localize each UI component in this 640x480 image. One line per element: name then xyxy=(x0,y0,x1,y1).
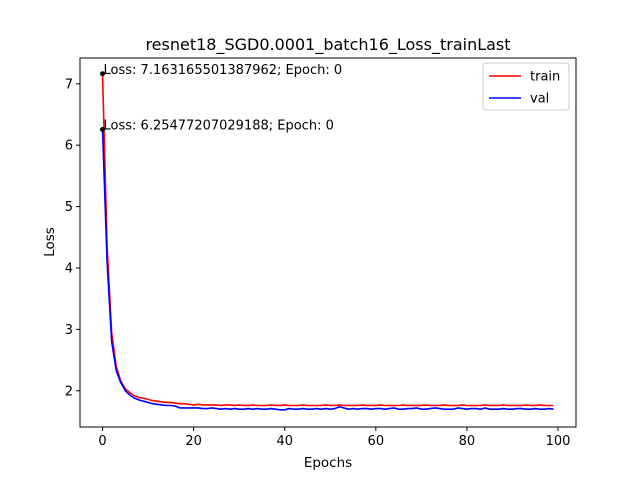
x-axis: 0 20 40 60 80 100 xyxy=(98,427,570,449)
x-tick-label: 20 xyxy=(185,434,202,449)
series-line-val xyxy=(101,129,554,411)
legend: train val xyxy=(482,62,570,111)
plot-frame xyxy=(79,57,577,428)
y-axis: 2 3 4 5 6 7 xyxy=(65,77,80,399)
x-tick-label: 40 xyxy=(276,434,293,449)
annotation-label: Loss: 6.25477207029188; Epoch: 0 xyxy=(104,119,334,134)
x-axis-label: Epochs xyxy=(304,455,352,471)
y-axis-label: Loss xyxy=(42,227,58,257)
y-tick-label: 2 xyxy=(65,384,73,399)
annotation-marker xyxy=(100,71,106,77)
legend-label-train: train xyxy=(530,70,560,85)
y-tick-label: 6 xyxy=(65,139,73,154)
series-line-train xyxy=(101,73,554,407)
plot-area xyxy=(80,58,576,427)
chart-title: resnet18_SGD0.0001_batch16_Loss_trainLas… xyxy=(145,35,510,55)
y-tick-label: 3 xyxy=(65,323,73,338)
legend-label-val: val xyxy=(530,92,549,107)
y-tick-label: 7 xyxy=(65,77,73,92)
x-tick-label: 0 xyxy=(98,434,106,449)
y-tick-label: 4 xyxy=(65,261,73,276)
annotation-label: Loss: 7.163165501387962; Epoch: 0 xyxy=(104,63,343,78)
annotations: Loss: 7.163165501387962; Epoch: 0 Loss: 6… xyxy=(100,63,342,134)
x-tick-label: 80 xyxy=(459,434,476,449)
x-tick-label: 100 xyxy=(546,434,571,449)
y-tick-label: 5 xyxy=(65,200,73,215)
annotation-marker xyxy=(100,127,106,133)
x-tick-label: 60 xyxy=(368,434,385,449)
series-lines xyxy=(101,73,554,411)
